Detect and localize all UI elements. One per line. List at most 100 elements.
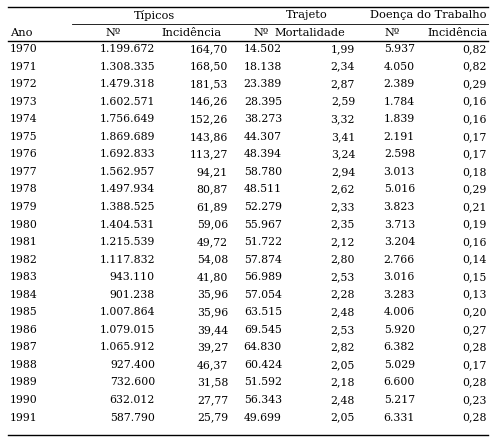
Text: 23.389: 23.389 — [244, 79, 282, 89]
Text: 1.007.864: 1.007.864 — [100, 307, 155, 317]
Text: 152,26: 152,26 — [189, 114, 228, 124]
Text: 2.766: 2.766 — [384, 255, 415, 265]
Text: 1.602.571: 1.602.571 — [100, 97, 155, 107]
Text: 0,29: 0,29 — [463, 184, 487, 194]
Text: 1977: 1977 — [10, 167, 38, 177]
Text: Ano: Ano — [10, 28, 33, 37]
Text: 3.013: 3.013 — [383, 167, 415, 177]
Text: 39,27: 39,27 — [197, 342, 228, 352]
Text: 3,24: 3,24 — [331, 150, 355, 159]
Text: 27,77: 27,77 — [197, 395, 228, 405]
Text: 0,14: 0,14 — [463, 255, 487, 265]
Text: 6.600: 6.600 — [383, 377, 415, 388]
Text: 1973: 1973 — [10, 97, 38, 107]
Text: 0,17: 0,17 — [463, 360, 487, 370]
Text: 1.065.912: 1.065.912 — [100, 342, 155, 352]
Text: 18.138: 18.138 — [244, 61, 282, 72]
Text: 1978: 1978 — [10, 184, 38, 194]
Text: 2,34: 2,34 — [331, 61, 355, 72]
Text: 2,48: 2,48 — [331, 307, 355, 317]
Text: 80,87: 80,87 — [196, 184, 228, 194]
Text: 0,28: 0,28 — [462, 342, 487, 352]
Text: 0,23: 0,23 — [462, 395, 487, 405]
Text: 55.967: 55.967 — [244, 219, 282, 230]
Text: 59,06: 59,06 — [197, 219, 228, 230]
Text: 1.199.672: 1.199.672 — [100, 44, 155, 54]
Text: 51.592: 51.592 — [244, 377, 282, 388]
Text: 0,20: 0,20 — [462, 307, 487, 317]
Text: 0,21: 0,21 — [462, 202, 487, 212]
Text: 3.283: 3.283 — [383, 290, 415, 299]
Text: 60.424: 60.424 — [244, 360, 282, 370]
Text: 1.869.689: 1.869.689 — [100, 132, 155, 142]
Text: 6.331: 6.331 — [383, 413, 415, 423]
Text: 2,62: 2,62 — [330, 184, 355, 194]
Text: 1.079.015: 1.079.015 — [100, 325, 155, 335]
Text: 63.515: 63.515 — [244, 307, 282, 317]
Text: Nº: Nº — [253, 28, 269, 37]
Text: 1970: 1970 — [10, 44, 38, 54]
Text: 28.395: 28.395 — [244, 97, 282, 107]
Text: 1991: 1991 — [10, 413, 38, 423]
Text: 2.389: 2.389 — [384, 79, 415, 89]
Text: 0,82: 0,82 — [462, 44, 487, 54]
Text: 2,12: 2,12 — [330, 237, 355, 247]
Text: 1988: 1988 — [10, 360, 38, 370]
Text: 2,53: 2,53 — [331, 272, 355, 282]
Text: 64.830: 64.830 — [244, 342, 282, 352]
Text: 1.562.957: 1.562.957 — [100, 167, 155, 177]
Text: 2.191: 2.191 — [384, 132, 415, 142]
Text: 587.790: 587.790 — [110, 413, 155, 423]
Text: 1.692.833: 1.692.833 — [99, 150, 155, 159]
Text: Trajeto: Trajeto — [286, 11, 327, 20]
Text: 632.012: 632.012 — [110, 395, 155, 405]
Text: 1975: 1975 — [10, 132, 38, 142]
Text: 1983: 1983 — [10, 272, 38, 282]
Text: Nº: Nº — [384, 28, 400, 37]
Text: 164,70: 164,70 — [190, 44, 228, 54]
Text: 1984: 1984 — [10, 290, 38, 299]
Text: 2,48: 2,48 — [331, 395, 355, 405]
Text: 1.479.318: 1.479.318 — [100, 79, 155, 89]
Text: 2,05: 2,05 — [331, 413, 355, 423]
Text: 1980: 1980 — [10, 219, 38, 230]
Text: Incidência: Incidência — [428, 28, 488, 37]
Text: 146,26: 146,26 — [189, 97, 228, 107]
Text: 1.215.539: 1.215.539 — [100, 237, 155, 247]
Text: 1985: 1985 — [10, 307, 38, 317]
Text: 2.598: 2.598 — [384, 150, 415, 159]
Text: 4.050: 4.050 — [384, 61, 415, 72]
Text: 2,59: 2,59 — [331, 97, 355, 107]
Text: 38.273: 38.273 — [244, 114, 282, 124]
Text: 927.400: 927.400 — [110, 360, 155, 370]
Text: 3.016: 3.016 — [383, 272, 415, 282]
Text: 1979: 1979 — [10, 202, 38, 212]
Text: 1.756.649: 1.756.649 — [100, 114, 155, 124]
Text: 69.545: 69.545 — [244, 325, 282, 335]
Text: Nº: Nº — [105, 28, 121, 37]
Text: 1987: 1987 — [10, 342, 38, 352]
Text: 1971: 1971 — [10, 61, 38, 72]
Text: 58.780: 58.780 — [244, 167, 282, 177]
Text: 31,58: 31,58 — [196, 377, 228, 388]
Text: 2,18: 2,18 — [330, 377, 355, 388]
Text: 0,28: 0,28 — [462, 377, 487, 388]
Text: 1981: 1981 — [10, 237, 38, 247]
Text: 943.110: 943.110 — [110, 272, 155, 282]
Text: 113,27: 113,27 — [189, 150, 228, 159]
Text: 61,89: 61,89 — [196, 202, 228, 212]
Text: 5.920: 5.920 — [384, 325, 415, 335]
Text: 1982: 1982 — [10, 255, 38, 265]
Text: 0,27: 0,27 — [463, 325, 487, 335]
Text: 0,28: 0,28 — [462, 413, 487, 423]
Text: 1.308.335: 1.308.335 — [99, 61, 155, 72]
Text: 56.343: 56.343 — [244, 395, 282, 405]
Text: 2,28: 2,28 — [330, 290, 355, 299]
Text: 181,53: 181,53 — [189, 79, 228, 89]
Text: 0,16: 0,16 — [462, 97, 487, 107]
Text: 5.217: 5.217 — [384, 395, 415, 405]
Text: 51.722: 51.722 — [244, 237, 282, 247]
Text: 57.054: 57.054 — [244, 290, 282, 299]
Text: 35,96: 35,96 — [197, 290, 228, 299]
Text: Mortalidade: Mortalidade — [275, 28, 345, 37]
